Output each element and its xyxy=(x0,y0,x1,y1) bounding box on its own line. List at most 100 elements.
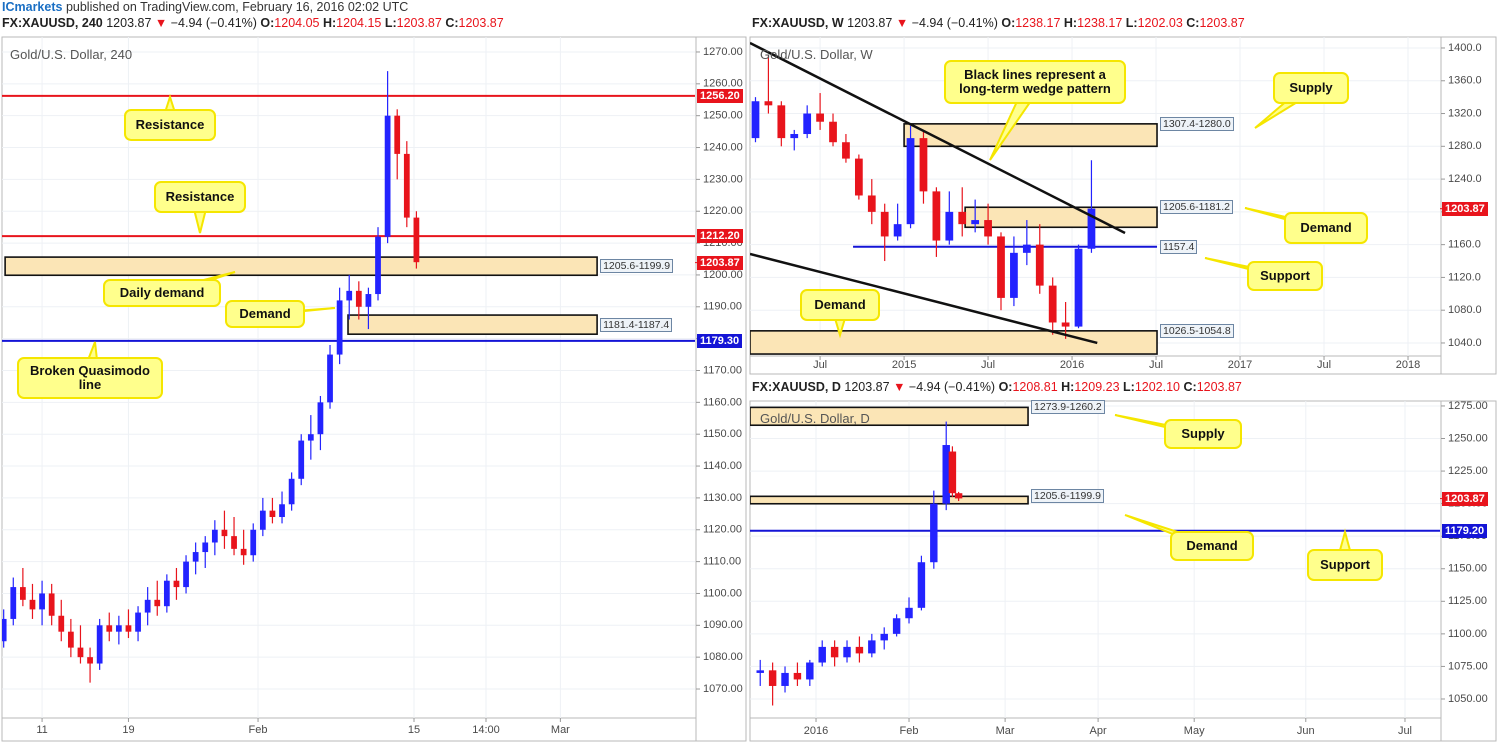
candle-body xyxy=(868,640,876,654)
zone-label: 1026.5-1054.8 xyxy=(1160,323,1234,338)
symbol: FX:XAUUSD, D xyxy=(752,380,841,394)
y-tick-label: 1260.00 xyxy=(703,78,743,90)
candle-body xyxy=(777,105,786,139)
callout: Resistance xyxy=(154,181,246,213)
callout: Demand xyxy=(1284,212,1368,244)
plot-area xyxy=(750,37,1440,356)
last-price: 1203.87 xyxy=(844,380,890,394)
candle-body xyxy=(269,510,276,518)
y-tick-label: 1160.0 xyxy=(1448,239,1481,251)
candle-body xyxy=(163,580,170,607)
level-price-label: 1256.20 xyxy=(697,88,743,103)
ohlc-value: 1203.87 xyxy=(1199,16,1245,30)
candle-body xyxy=(942,445,950,504)
x-tick-label: Apr xyxy=(1090,725,1107,737)
candle-body xyxy=(930,503,938,563)
x-tick-label: Feb xyxy=(900,725,919,737)
candle-body xyxy=(298,440,305,479)
level-price-label: 1212.20 xyxy=(697,229,743,244)
candle-body xyxy=(67,631,74,648)
candle-body xyxy=(154,599,161,607)
ohlc-key: C: xyxy=(1186,16,1200,30)
ohlc-key: L: xyxy=(384,16,397,30)
ohlc-value: 1203.87 xyxy=(458,16,504,30)
zone xyxy=(750,330,1158,355)
level-price-label: 1179.20 xyxy=(1442,523,1488,538)
candle-body xyxy=(919,138,928,192)
candle-body xyxy=(1048,285,1057,323)
candle-body xyxy=(997,236,1005,298)
zone xyxy=(750,406,1029,427)
x-tick-label: Jun xyxy=(1297,725,1315,737)
zone xyxy=(4,256,598,277)
y-tick-label: 1080.0 xyxy=(1448,304,1482,316)
y-tick-label: 1240.0 xyxy=(1448,173,1482,185)
y-tick-label: 1040.0 xyxy=(1448,337,1482,349)
candle-body xyxy=(403,153,410,218)
callout: Supply xyxy=(1164,419,1242,449)
y-tick-label: 1120.00 xyxy=(703,524,742,536)
y-tick-label: 1090.00 xyxy=(703,619,743,631)
plot-area xyxy=(2,37,695,718)
ohlc-value: 1238.17 xyxy=(1015,16,1061,30)
callout: Demand xyxy=(1170,531,1254,561)
trend-line xyxy=(750,252,1098,345)
y-tick-label: 1240.00 xyxy=(703,141,743,153)
candle-body xyxy=(880,211,889,237)
y-tick-label: 1225.00 xyxy=(1448,465,1488,477)
candle-body xyxy=(1010,252,1018,298)
candle-body xyxy=(221,529,228,537)
ohlc-key: L: xyxy=(1125,16,1138,30)
y-tick-label: 1100.00 xyxy=(1448,628,1487,640)
zone-label: 1205.6-1199.9 xyxy=(600,259,674,274)
candle-body xyxy=(144,599,151,613)
y-tick-label: 1160.00 xyxy=(703,396,742,408)
candle-body xyxy=(288,478,295,505)
y-tick-label: 1075.00 xyxy=(1448,660,1488,672)
ohlc-key: O: xyxy=(260,16,275,30)
candle-body xyxy=(231,536,237,549)
y-tick-label: 1140.00 xyxy=(703,460,742,472)
candle-body xyxy=(48,593,55,616)
zone-label: 1273.9-1260.2 xyxy=(1031,400,1105,415)
ohlc-key: O: xyxy=(1001,16,1016,30)
y-tick-label: 1200.00 xyxy=(703,269,743,281)
callout: Support xyxy=(1307,549,1383,581)
candle-body xyxy=(793,672,802,680)
candle-body xyxy=(905,607,913,619)
ohlc-key: H: xyxy=(1063,16,1078,30)
candle-body xyxy=(279,504,285,518)
y-tick-label: 1360.0 xyxy=(1448,75,1482,87)
candle-body xyxy=(854,158,863,196)
zone xyxy=(964,206,1158,229)
candle-body xyxy=(829,121,837,143)
price-marker-label: 1203.87 xyxy=(1442,201,1488,216)
candle-body xyxy=(10,587,17,619)
candle-body xyxy=(2,618,7,642)
candle-body xyxy=(19,587,26,600)
brand[interactable]: ICmarkets xyxy=(2,0,63,14)
y-tick-label: 1070.00 xyxy=(703,683,743,695)
y-tick-label: 1320.0 xyxy=(1448,107,1482,119)
chart-title: Gold/U.S. Dollar, W xyxy=(760,47,873,62)
candle-body xyxy=(307,434,314,441)
candle-body xyxy=(327,354,333,403)
candle-body xyxy=(932,191,941,241)
x-tick-label: 2017 xyxy=(1228,359,1252,371)
candle-body xyxy=(756,670,764,673)
y-tick-label: 1150.00 xyxy=(1448,563,1487,575)
candle-body xyxy=(803,113,812,135)
ohlc-key: C: xyxy=(445,16,459,30)
candle-body xyxy=(58,615,65,632)
trend-line xyxy=(750,41,1126,235)
x-tick-label: 11 xyxy=(36,724,47,736)
candle-body xyxy=(211,529,218,543)
candle-body xyxy=(984,220,992,237)
zone xyxy=(750,495,1029,505)
y-tick-label: 1400.0 xyxy=(1448,42,1482,54)
callout: Demand xyxy=(800,289,880,321)
y-tick-label: 1110.00 xyxy=(703,556,741,568)
x-tick-label: Jul xyxy=(1398,725,1412,737)
x-tick-label: Jul xyxy=(981,359,995,371)
